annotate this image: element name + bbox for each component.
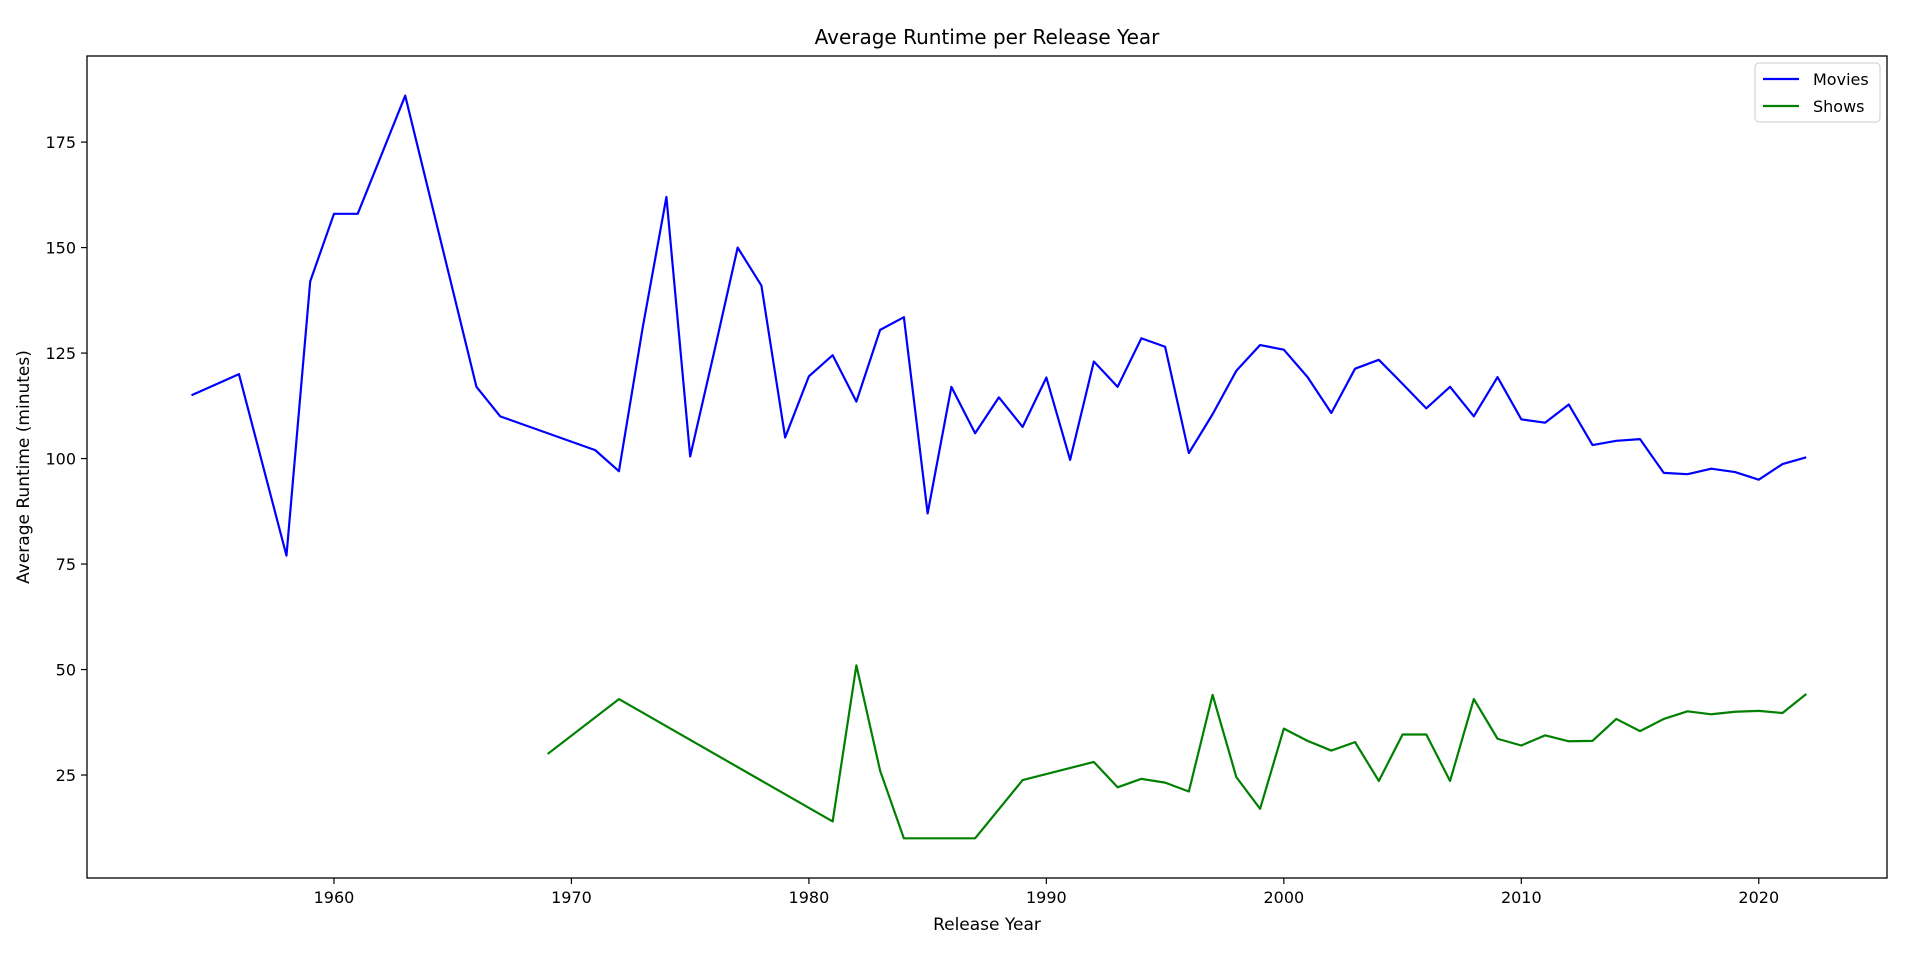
y-tick-label: 50 — [56, 661, 76, 680]
legend: Movies Shows — [1754, 62, 1881, 123]
x-tick-label: 1980 — [789, 888, 830, 907]
y-tick-label: 100 — [45, 450, 76, 469]
y-tick-label: 150 — [45, 239, 76, 258]
y-tick-label: 125 — [45, 344, 76, 363]
legend-box — [1754, 62, 1881, 123]
x-tick-label: 1990 — [1026, 888, 1067, 907]
legend-label-shows: Shows — [1813, 97, 1865, 116]
x-tick-label: 2000 — [1263, 888, 1304, 907]
series-line-shows — [547, 664, 1807, 840]
legend-label-movies: Movies — [1813, 70, 1869, 89]
x-tick-label: 1960 — [314, 888, 355, 907]
y-tick-label: 75 — [56, 555, 76, 574]
x-axis-label: Release Year — [933, 915, 1041, 935]
series-line-movies — [191, 94, 1807, 557]
chart-title: Average Runtime per Release Year — [815, 25, 1161, 49]
x-tick-label: 2010 — [1501, 888, 1542, 907]
x-tick-label: 1970 — [551, 888, 592, 907]
x-tick-label: 2020 — [1738, 888, 1779, 907]
plot-area — [191, 94, 1807, 840]
plot-frame — [86, 55, 1888, 879]
y-axis-label: Average Runtime (minutes) — [14, 350, 34, 584]
y-tick-label: 25 — [56, 766, 76, 785]
y-tick-label: 175 — [45, 133, 76, 152]
